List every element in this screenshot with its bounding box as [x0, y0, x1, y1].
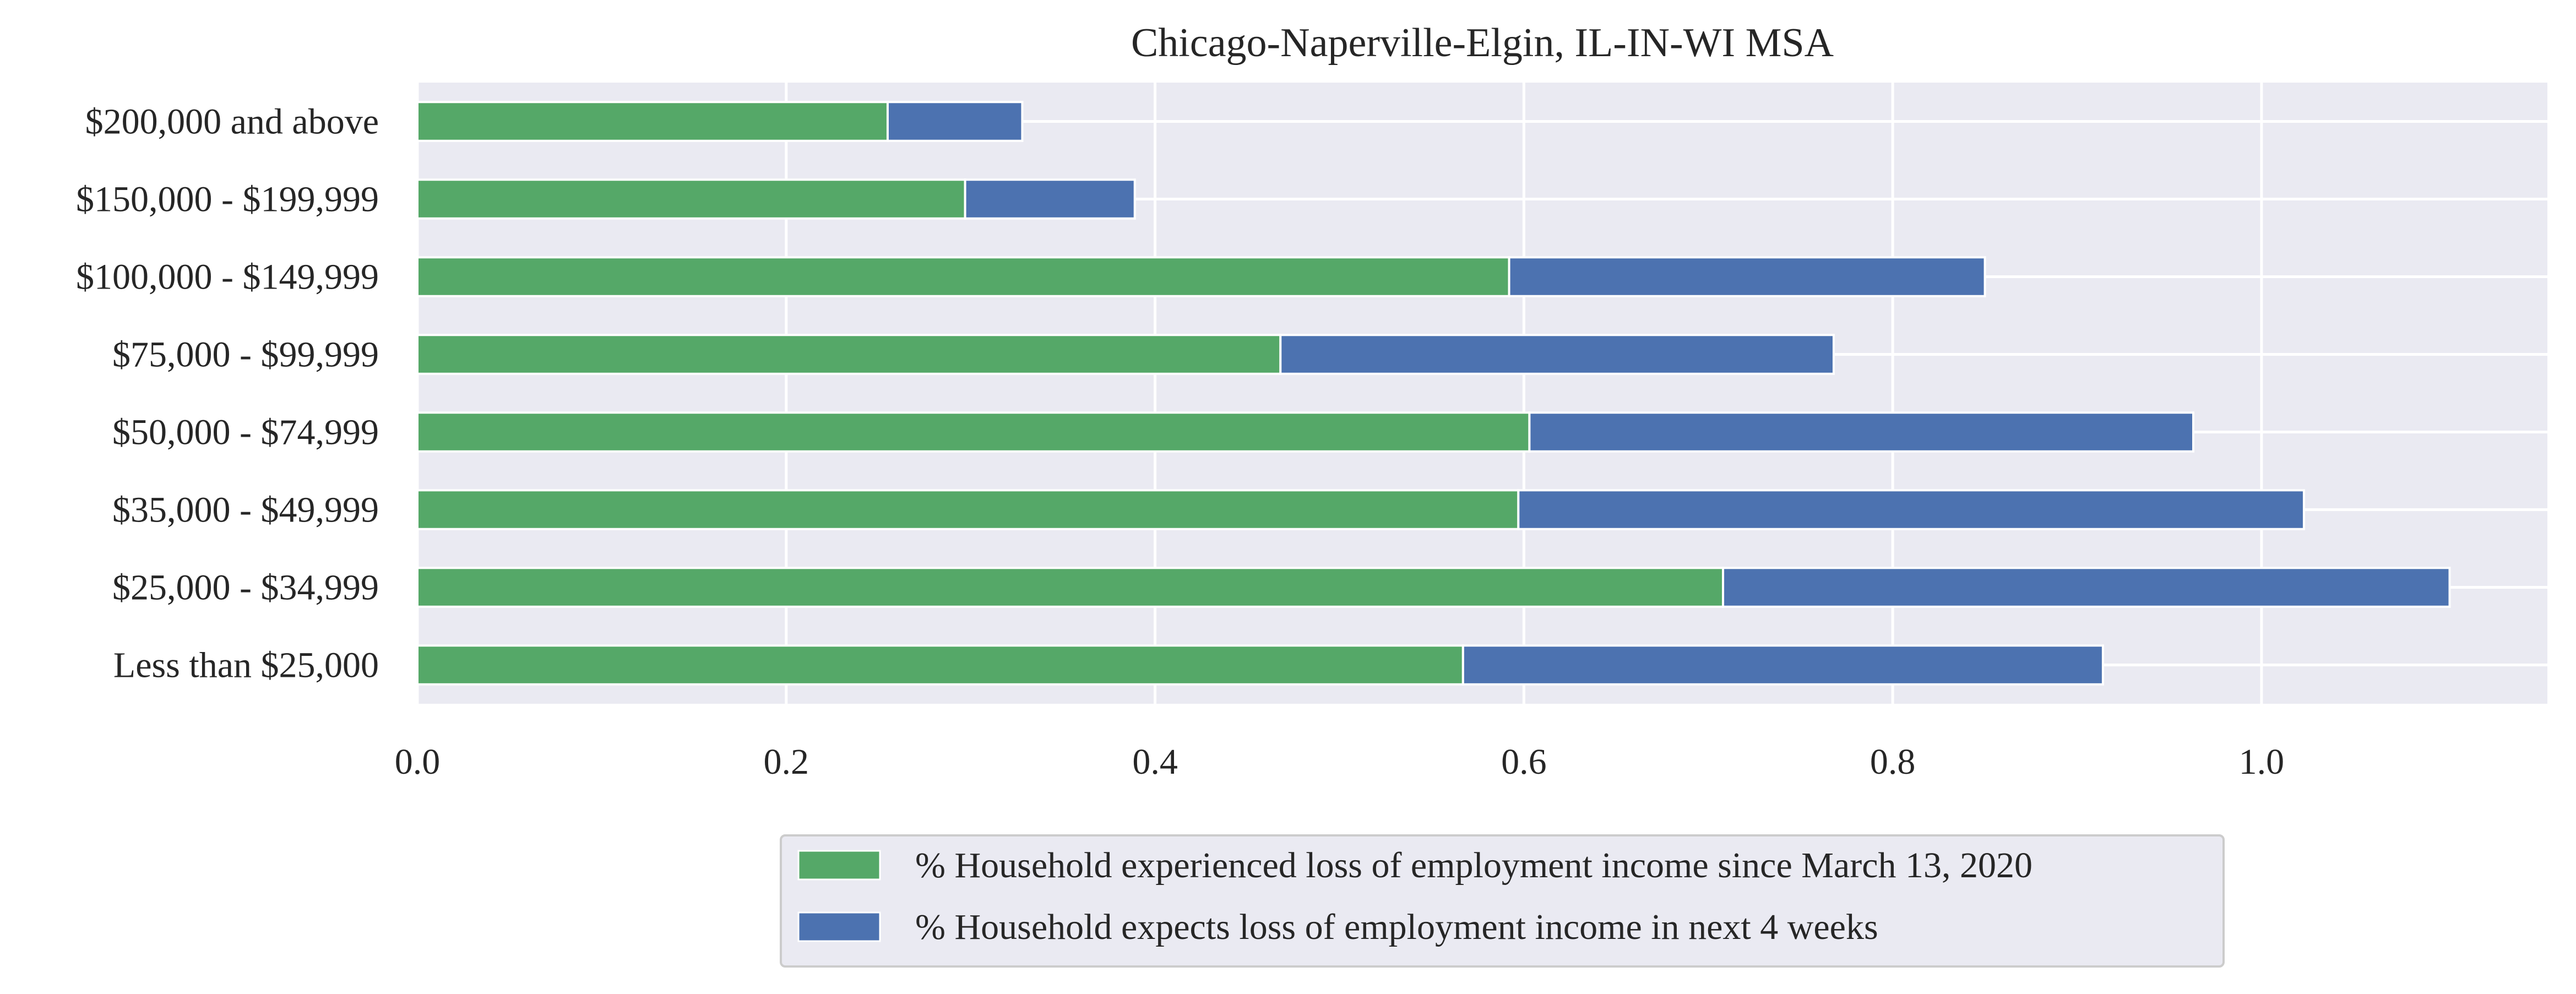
y-tick-label: $75,000 - $99,999	[112, 335, 379, 375]
legend: % Household experienced loss of employme…	[780, 834, 2225, 968]
y-tick-label: $200,000 and above	[85, 102, 379, 142]
bar-series-1	[416, 334, 1282, 375]
bar-series-2	[1508, 256, 1986, 297]
bar-series-1	[416, 178, 966, 220]
chart-title: Chicago-Naperville-Elgin, IL-IN-WI MSA	[1131, 20, 1834, 66]
legend-label-2: % Household expects loss of employment i…	[915, 907, 1878, 947]
legend-swatch-1	[797, 850, 881, 881]
bar-series-2	[886, 101, 1024, 142]
y-tick-label: Less than $25,000	[113, 645, 379, 686]
bar-series-2	[1722, 567, 2451, 608]
bar-series-1	[416, 489, 1520, 530]
bar-series-1	[416, 644, 1464, 686]
bar-series-1	[416, 256, 1510, 297]
y-tick-label: $50,000 - $74,999	[112, 412, 379, 453]
legend-label-1: % Household experienced loss of employme…	[915, 845, 2032, 886]
bar-series-1	[416, 567, 1725, 608]
x-tick-label: 0.6	[1501, 742, 1547, 782]
bar-series-2	[964, 178, 1136, 220]
bar-series-2	[1517, 489, 2305, 530]
y-tick-label: $150,000 - $199,999	[76, 180, 379, 220]
legend-swatch-2	[797, 911, 881, 942]
x-tick-label: 0.2	[764, 742, 809, 782]
x-tick-label: 0.4	[1132, 742, 1178, 782]
plot-background	[417, 83, 2547, 704]
legend-box	[780, 834, 2225, 968]
y-tick-label: $100,000 - $149,999	[76, 257, 379, 297]
bar-series-2	[1279, 334, 1835, 375]
y-tick-label: $25,000 - $34,999	[112, 568, 379, 608]
bar-series-2	[1528, 411, 2195, 453]
x-tick-label: 0.8	[1870, 742, 1916, 782]
y-tick-label: $35,000 - $49,999	[112, 490, 379, 530]
y-tick-labels: Less than $25,000 $25,000 - $34,999 $35,00…	[76, 102, 379, 686]
x-tick-label: 1.0	[2239, 742, 2285, 782]
bar-series-2	[1461, 644, 2104, 686]
x-tick-label: 0.0	[395, 742, 441, 782]
bars	[416, 101, 2451, 686]
legend-items: % Household experienced loss of employme…	[797, 845, 2032, 947]
bar-series-1	[416, 101, 889, 142]
bar-series-1	[416, 411, 1531, 453]
x-tick-labels: 0.0 0.2 0.4 0.6 0.8 1.0	[395, 742, 2284, 782]
